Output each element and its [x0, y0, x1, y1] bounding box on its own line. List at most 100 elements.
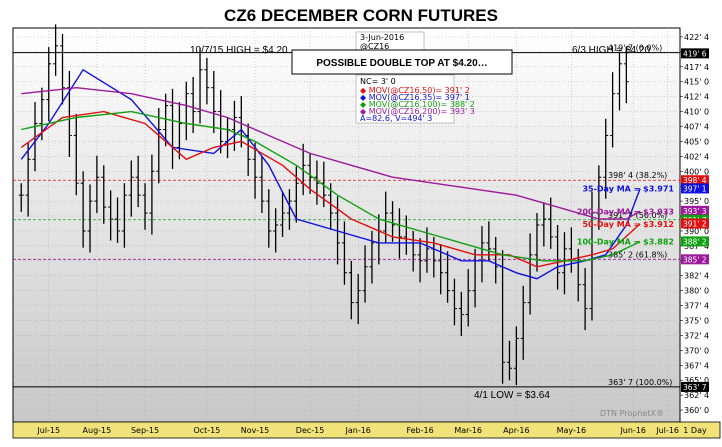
ma-line-200-day-ma	[21, 86, 641, 220]
y-tick-label: 422' 4	[684, 33, 709, 42]
price-bar	[458, 291, 464, 337]
watermark: DTN ProphetX®	[600, 409, 664, 418]
y-tick-label: 410' 0	[684, 108, 709, 117]
x-tick-label: Sep-15	[131, 426, 159, 435]
price-tag-bg	[681, 254, 709, 265]
level-label: 391' 7 (50.0%)	[608, 211, 667, 220]
price-bar	[286, 189, 292, 230]
price-tag: 398' 4	[681, 175, 709, 186]
price-bar	[218, 90, 224, 154]
y-tick-label: 372' 4	[684, 331, 709, 340]
price-bar	[493, 236, 499, 284]
y-tick-label: 390' 0	[684, 227, 709, 236]
x-axis-bar	[12, 421, 721, 439]
price-bar	[101, 165, 107, 224]
price-tag-bg	[681, 175, 709, 186]
price-tag-bg	[681, 205, 709, 216]
price-tag-bg	[681, 381, 709, 392]
price-bar	[204, 57, 210, 105]
x-tick-label: Apr-16	[503, 426, 529, 435]
price-tag-bg	[681, 48, 709, 59]
y-tick-label: 375' 0	[684, 317, 709, 326]
price-bar	[266, 189, 272, 248]
price-bar	[121, 183, 127, 248]
legend-item: ◆ MOV(@CZ16,100)= 388' 2	[360, 100, 475, 109]
x-tick-label: Feb-16	[406, 426, 433, 435]
price-bar	[87, 184, 93, 253]
price-tag-bg	[681, 183, 709, 194]
price-bar	[252, 142, 258, 199]
annotation-high-jun: 6/3 HIGH = $4.20	[572, 45, 651, 56]
price-tag-bg	[681, 218, 709, 229]
price-bar	[273, 208, 279, 253]
y-tick-label: 400' 0	[684, 167, 709, 176]
price-bar	[94, 155, 100, 214]
x-tick-label: Mar-16	[454, 426, 482, 435]
price-bar	[115, 197, 121, 243]
price-bar	[548, 197, 554, 249]
price-bar	[341, 221, 347, 285]
x-tick-label: Jan-16	[344, 426, 370, 435]
price-tag: 391' 2	[681, 218, 709, 229]
x-tick-label: Oct-15	[193, 426, 220, 435]
y-tick-label: 412' 4	[684, 93, 709, 102]
price-bar	[506, 340, 512, 381]
price-bar	[66, 70, 72, 157]
x-tick-label: Jun-16	[619, 426, 646, 435]
price-bar	[610, 72, 616, 148]
price-bar	[142, 183, 148, 230]
price-bar	[25, 142, 31, 217]
price-tag: 363' 7	[681, 381, 709, 392]
price-bar	[80, 171, 86, 248]
y-tick-label: 362' 4	[684, 391, 709, 400]
price-bar	[73, 113, 79, 196]
price-bar	[417, 238, 423, 283]
price-bar	[541, 202, 547, 247]
price-tag-label: 419' 6	[683, 49, 707, 58]
price-bar	[390, 201, 396, 242]
y-tick-label: 377' 4	[684, 302, 709, 311]
y-tick-label: 360' 0	[684, 406, 709, 415]
price-bar	[513, 326, 519, 385]
y-tick-label: 405' 0	[684, 137, 709, 146]
price-tag-label: 391' 2	[683, 220, 707, 229]
legend-date: 3-Jun-2016	[360, 33, 404, 42]
ma-label: 100-Day MA = $3.882	[577, 238, 674, 247]
grid	[13, 28, 680, 422]
price-bar	[211, 70, 217, 134]
price-bar	[108, 190, 114, 241]
legend-item: ◆ MOV(@CZ16,200)= 393' 3	[360, 107, 475, 116]
price-bar	[149, 154, 155, 235]
price-bar	[451, 278, 457, 326]
price-bar	[190, 76, 196, 134]
price-tag: 419' 6	[681, 48, 709, 59]
price-tag-label: 388' 2	[683, 237, 707, 246]
level-label: 398' 4 (38.2%)	[608, 171, 667, 180]
price-bar	[53, 24, 59, 76]
price-bar	[369, 230, 375, 284]
price-bar	[314, 160, 320, 205]
legend-item: ◆ MOV(@CZ16,35)= 397' 1	[360, 93, 470, 102]
price-bar	[555, 225, 561, 290]
annotation-low: 4/1 LOW = $3.64	[474, 390, 550, 401]
y-tick-label: 382' 4	[684, 272, 709, 281]
price-bar	[616, 51, 622, 111]
y-tick-label: 365' 0	[684, 376, 709, 385]
ma-labels: 35-Day MA = $3.971 200-Day MA = $3.933 50-…	[577, 185, 675, 247]
price-tag: 388' 2	[681, 236, 709, 247]
y-tick-label: 367' 4	[684, 361, 709, 370]
x-tick-label: Dec-15	[296, 426, 325, 435]
price-bar	[259, 155, 265, 214]
price-bar	[362, 245, 368, 303]
price-tag-label: 398' 4	[683, 176, 707, 185]
price-bar	[163, 93, 169, 147]
ma-label: 35-Day MA = $3.971	[582, 185, 674, 194]
x-tick-label: Aug-15	[83, 426, 112, 435]
price-bar	[135, 155, 141, 208]
svg-text:POSSIBLE DOUBLE TOP AT $4.20…: POSSIBLE DOUBLE TOP AT $4.20…	[316, 58, 487, 69]
price-bar	[348, 260, 354, 320]
x-tick-label: Jul-16	[655, 426, 679, 435]
price-bar	[589, 191, 595, 321]
